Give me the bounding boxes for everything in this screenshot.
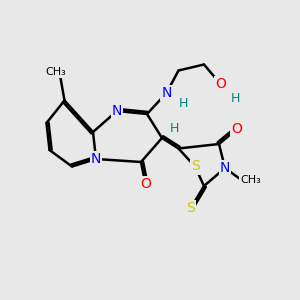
Text: N: N [91,152,101,166]
Text: CH₃: CH₃ [45,67,66,77]
Text: O: O [140,178,151,191]
Text: H: H [169,122,179,135]
Text: H: H [231,92,240,106]
Text: N: N [220,161,230,175]
Text: O: O [232,122,242,136]
Text: S: S [190,160,200,173]
Text: H: H [178,97,188,110]
Text: S: S [186,202,195,215]
Text: O: O [215,77,226,91]
Text: CH₃: CH₃ [240,175,261,185]
Text: N: N [161,86,172,100]
Text: N: N [112,104,122,118]
